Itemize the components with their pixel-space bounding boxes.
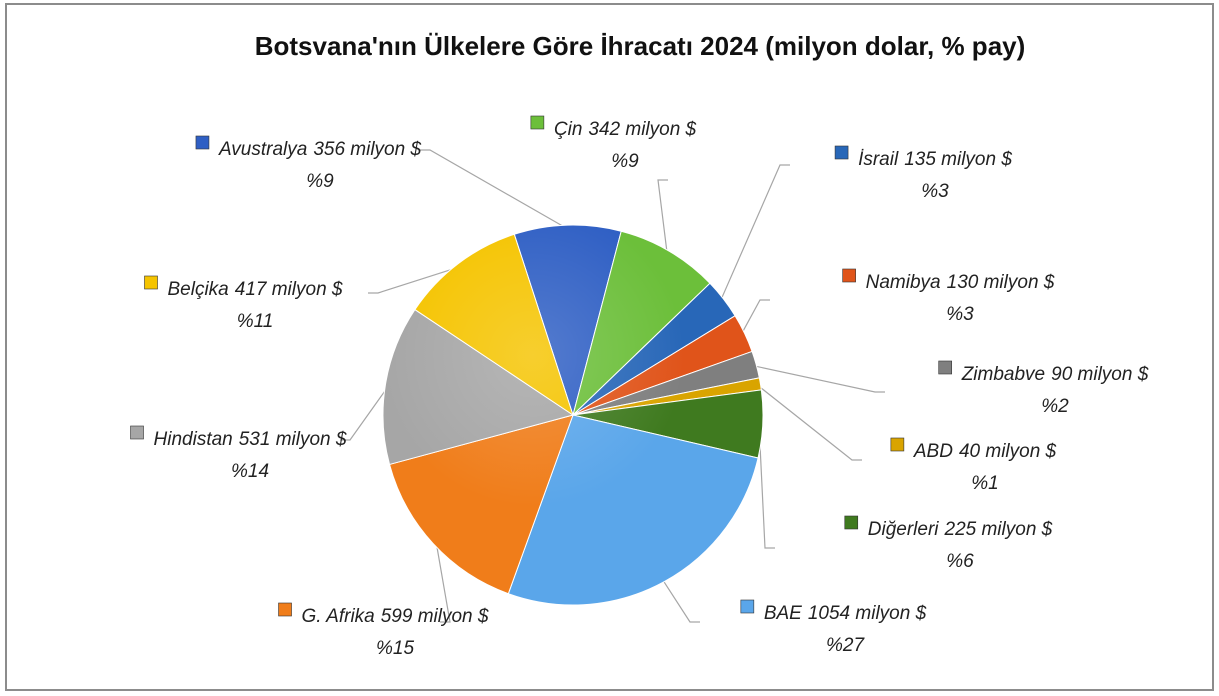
share-label: %27 [826, 635, 865, 656]
leader-line [340, 384, 390, 441]
leader-line [752, 364, 885, 393]
label-category: İsrail [858, 149, 899, 170]
label-category: Hindistan [154, 429, 233, 450]
share-label: %1 [971, 473, 998, 494]
leader-line [661, 578, 700, 623]
legend-key [195, 135, 210, 150]
label-value: 342 milyon $ [588, 119, 696, 140]
label-value: 599 milyon $ [381, 606, 489, 627]
label-category: G. Afrika [302, 606, 375, 627]
leader-line [719, 164, 790, 302]
label-value: 40 milyon $ [959, 441, 1057, 462]
data-label: Zimbabve 90 milyon $ [961, 364, 1149, 385]
label-category: BAE [764, 603, 802, 624]
share-label: %15 [376, 638, 414, 659]
leader-lines [340, 149, 885, 623]
label-category: Çin [554, 119, 583, 140]
share-label: %14 [231, 461, 269, 482]
label-value: 90 milyon $ [1051, 364, 1149, 385]
legend-key [890, 437, 905, 452]
leader-line [740, 299, 770, 336]
leader-line [756, 384, 862, 461]
label-value: 135 milyon $ [904, 149, 1012, 170]
leader-line [435, 540, 451, 623]
legend-key [834, 145, 849, 160]
legend-key [130, 425, 144, 440]
share-label: %3 [921, 181, 949, 202]
leader-line [758, 423, 775, 549]
legend-key [844, 515, 859, 530]
label-value: 1054 milyon $ [808, 603, 927, 624]
label-category: Namibya [866, 272, 941, 293]
data-label: Çin 342 milyon $ [554, 119, 697, 140]
chart-title: Botsvana'nın Ülkelere Göre İhracatı 2024… [255, 31, 1026, 61]
leader-line [420, 149, 568, 230]
label-value: 417 milyon $ [235, 279, 343, 300]
data-label: Namibya 130 milyon $ [866, 272, 1055, 293]
legend-key [530, 115, 545, 130]
data-label: G. Afrika 599 milyon $ [302, 606, 489, 627]
share-label: %6 [946, 551, 974, 572]
share-label: %9 [611, 151, 639, 172]
label-category: Belçika [168, 279, 229, 300]
share-label: %2 [1041, 396, 1069, 417]
legend-key [842, 268, 856, 283]
share-label: %3 [946, 304, 974, 325]
data-label: ABD 40 milyon $ [913, 441, 1057, 462]
data-label: Hindistan 531 milyon $ [154, 429, 347, 450]
share-label: %11 [237, 311, 274, 332]
legend-key [144, 275, 158, 290]
label-value: 130 milyon $ [947, 272, 1055, 293]
label-category: Diğerleri [868, 519, 940, 540]
label-category: ABD [913, 441, 953, 462]
label-value: 225 milyon $ [944, 519, 1053, 540]
label-value: 356 milyon $ [313, 139, 421, 160]
label-category: Avustralya [218, 139, 307, 160]
data-label: Avustralya 356 milyon $ [218, 139, 422, 160]
data-label: Belçika 417 milyon $ [168, 279, 343, 300]
data-label: Diğerleri 225 milyon $ [868, 519, 1053, 540]
label-category: Zimbabve [961, 364, 1045, 385]
label-value: 531 milyon $ [239, 429, 347, 450]
legend-key [740, 599, 755, 614]
data-label: İsrail 135 milyon $ [858, 149, 1012, 170]
data-label: BAE 1054 milyon $ [764, 603, 927, 624]
share-label: %9 [306, 171, 334, 192]
legend-key [278, 602, 292, 617]
legend-key [938, 360, 953, 375]
